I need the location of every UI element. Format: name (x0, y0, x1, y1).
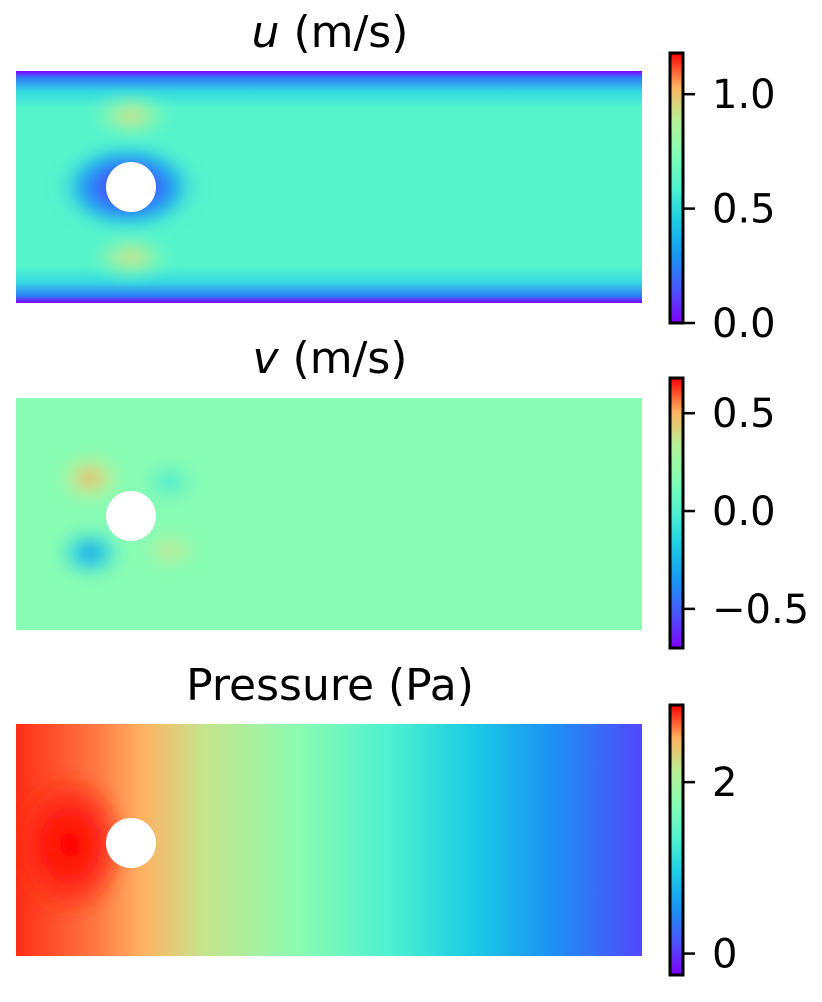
v-colorbar-tick-label: 0.0 (712, 489, 776, 535)
pressure-colorbar-tick-label: 2 (712, 760, 737, 806)
u-colorbar-tick-label: 0.5 (712, 187, 776, 233)
pressure-colorbar-tick-label: 0 (712, 932, 737, 978)
pressure-colorbar (668, 703, 685, 977)
u-colorbar-ticks: 0.0 0.5 1.0 (683, 72, 776, 347)
v-title-symbol: v (253, 333, 280, 384)
v-title: v (m/s) (253, 333, 408, 384)
v-colorbar-tick-label: −0.5 (712, 587, 809, 633)
u-title: u (m/s) (252, 7, 409, 58)
v-cylinder (106, 491, 156, 541)
pressure-colorbar-ticks: 02 (683, 760, 737, 978)
v-title-unit: (m/s) (279, 333, 408, 384)
pressure-cylinder (106, 818, 156, 868)
pressure-title: Pressure (Pa) (186, 660, 474, 711)
u-title-symbol: u (252, 7, 280, 58)
v-colorbar-ticks: −0.5 0.0 0.5 (683, 391, 809, 633)
v-colorbar (668, 376, 685, 650)
u-cylinder (106, 162, 156, 212)
u-colorbar (668, 51, 685, 325)
u-colorbar-tick-label: 0.0 (712, 301, 776, 347)
v-colorbar-tick-label: 0.5 (712, 391, 776, 437)
pressure-heatmap (16, 724, 642, 956)
u-title-unit: (m/s) (279, 7, 408, 58)
u-colorbar-tick-label: 1.0 (712, 72, 776, 118)
